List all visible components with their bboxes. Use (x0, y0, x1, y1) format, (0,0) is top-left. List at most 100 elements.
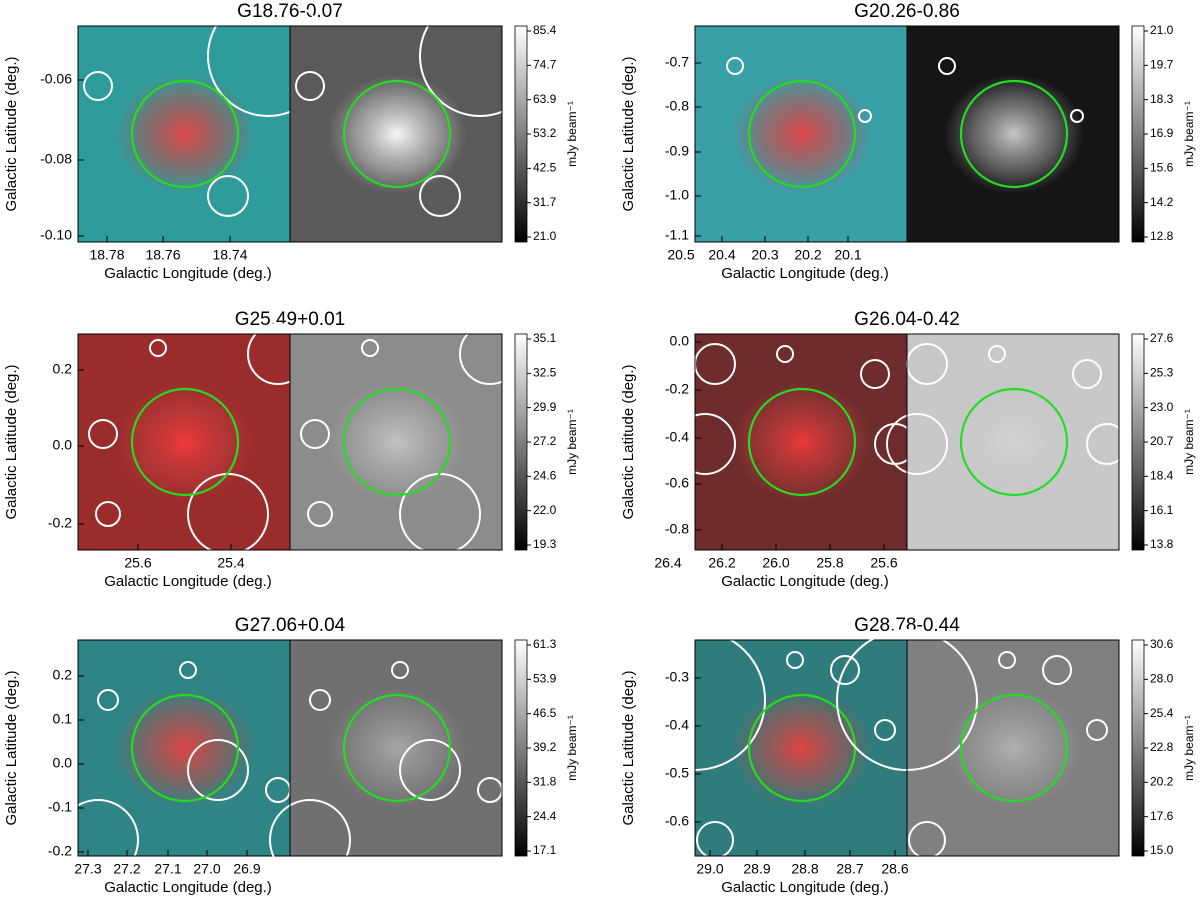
source-circle (858, 109, 872, 123)
source-circle (1042, 655, 1072, 685)
x-tick-label: 20.2 (794, 247, 821, 263)
colorbar-tick-label: 12.8 (1150, 229, 1174, 243)
colorbar-tick-label: 53.2 (533, 126, 557, 140)
source-circle (88, 419, 118, 449)
x-axis-label: Galactic Longitude (deg.) (721, 573, 889, 590)
source-circle (726, 57, 744, 75)
target-circle (130, 387, 240, 497)
x-tick-label: 28.6 (881, 861, 908, 877)
x-tick-label: 18.78 (89, 247, 124, 263)
colorbar-tick-label: 21.0 (1150, 23, 1174, 37)
y-tick-label: 0.0 (53, 755, 73, 771)
y-tick-label: -1.1 (665, 227, 689, 243)
target-circle (342, 693, 452, 803)
emission-blob (944, 688, 1084, 808)
x-tick-label: 25.6 (870, 555, 897, 571)
colorbar-tick-label: 19.3 (533, 537, 557, 551)
x-tick-label: 27.1 (154, 861, 181, 877)
x-tick-label: 26.2 (708, 555, 735, 571)
x-axis-label: Galactic Longitude (deg.) (721, 265, 889, 282)
colorbar-tick-label: 16.9 (1150, 126, 1174, 140)
source-circle (83, 71, 113, 101)
image-frame (289, 639, 503, 857)
colorbar-tick-label: 17.1 (533, 843, 557, 857)
source-circle (179, 661, 197, 679)
colorbar-tick-label: 15.0 (1150, 843, 1174, 857)
colorbar-tick-label: 15.6 (1150, 161, 1174, 175)
colorbar-label: mJy beam⁻¹ (565, 409, 579, 475)
colorbar-label: mJy beam⁻¹ (1182, 101, 1196, 167)
y-tick-label: -1.0 (665, 187, 689, 203)
target-circle (747, 387, 857, 497)
colorbar-tick-label: 53.9 (533, 672, 557, 686)
colorbar (514, 25, 528, 243)
colorbar-tick-label: 21.0 (533, 229, 557, 243)
x-tick-label: 26.9 (233, 861, 260, 877)
source-circle (1086, 719, 1108, 741)
y-tick-label: -0.4 (665, 429, 689, 445)
red-emission (115, 382, 255, 502)
y-tick-label: -0.5 (665, 765, 689, 781)
y-tick-label: -0.6 (665, 475, 689, 491)
y-tick-label: 0.0 (670, 333, 690, 349)
source-circle (874, 719, 896, 741)
colorbar-tick-label: 19.7 (1150, 58, 1174, 72)
x-tick-label: 26.0 (762, 555, 789, 571)
image-frame (906, 25, 1120, 243)
x-tick-label: 20.3 (751, 247, 778, 263)
x-tick-label: 20.5 (667, 247, 694, 263)
y-axis-label: Galactic Latitude (deg.) (620, 670, 637, 825)
x-tick-label: 26.4 (654, 555, 681, 571)
target-circle (959, 387, 1069, 497)
source-circle (295, 71, 325, 101)
x-tick-label: 27.2 (113, 861, 140, 877)
target-circle (342, 79, 452, 189)
target-circle (747, 79, 857, 189)
source-circle (309, 689, 331, 711)
colorbar-tick-label: 20.2 (1150, 775, 1174, 789)
colorbar-tick-label: 22.8 (1150, 740, 1174, 754)
colorbar-tick-label: 24.6 (533, 469, 557, 483)
x-tick-label: 25.8 (816, 555, 843, 571)
colorbar-tick-label: 22.0 (533, 503, 557, 517)
colorbar-tick-label: 23.0 (1150, 400, 1174, 414)
source-circle (187, 739, 249, 801)
source-circle (95, 501, 121, 527)
colorbar-tick-label: 63.9 (533, 92, 557, 106)
x-tick-label: 18.74 (212, 247, 247, 263)
target-circle (959, 79, 1069, 189)
x-tick-label: 20.4 (708, 247, 735, 263)
x-axis-label: Galactic Longitude (deg.) (104, 265, 272, 282)
source-circle (1086, 423, 1128, 465)
source-circle (674, 413, 736, 475)
source-circle (399, 739, 461, 801)
y-tick-label: -0.6 (665, 813, 689, 829)
colorbar-tick-label: 46.5 (533, 706, 557, 720)
x-tick-label: 29.0 (696, 861, 723, 877)
colorbar-tick-label: 85.4 (533, 23, 557, 37)
source-circle (830, 655, 860, 685)
y-axis-label: Galactic Latitude (deg.) (3, 670, 20, 825)
colorbar-tick-label: 74.7 (533, 58, 557, 72)
y-tick-label: -0.2 (665, 381, 689, 397)
colorbar-tick-label: 16.1 (1150, 503, 1174, 517)
source-circle (886, 413, 948, 475)
colorbar-tick-label: 27.2 (533, 434, 557, 448)
y-tick-label: 0.1 (53, 711, 73, 727)
y-axis-label: Galactic Latitude (deg.) (3, 364, 20, 519)
panel-title: G28.78-0.44 (854, 615, 960, 636)
colorbar-tick-label: 27.6 (1150, 331, 1174, 345)
source-circle (908, 821, 946, 859)
y-tick-label: -0.4 (665, 717, 689, 733)
colorbar-label: mJy beam⁻¹ (1182, 715, 1196, 781)
emission-blob (327, 688, 467, 808)
y-tick-label: 0.2 (53, 361, 73, 377)
image-frame (289, 25, 503, 243)
source-circle (786, 651, 804, 669)
colorbar (1131, 639, 1145, 857)
colorbar-label: mJy beam⁻¹ (565, 101, 579, 167)
x-axis-label: Galactic Longitude (deg.) (104, 879, 272, 896)
x-tick-label: 18.76 (145, 247, 180, 263)
colorbar-tick-label: 28.0 (1150, 672, 1174, 686)
